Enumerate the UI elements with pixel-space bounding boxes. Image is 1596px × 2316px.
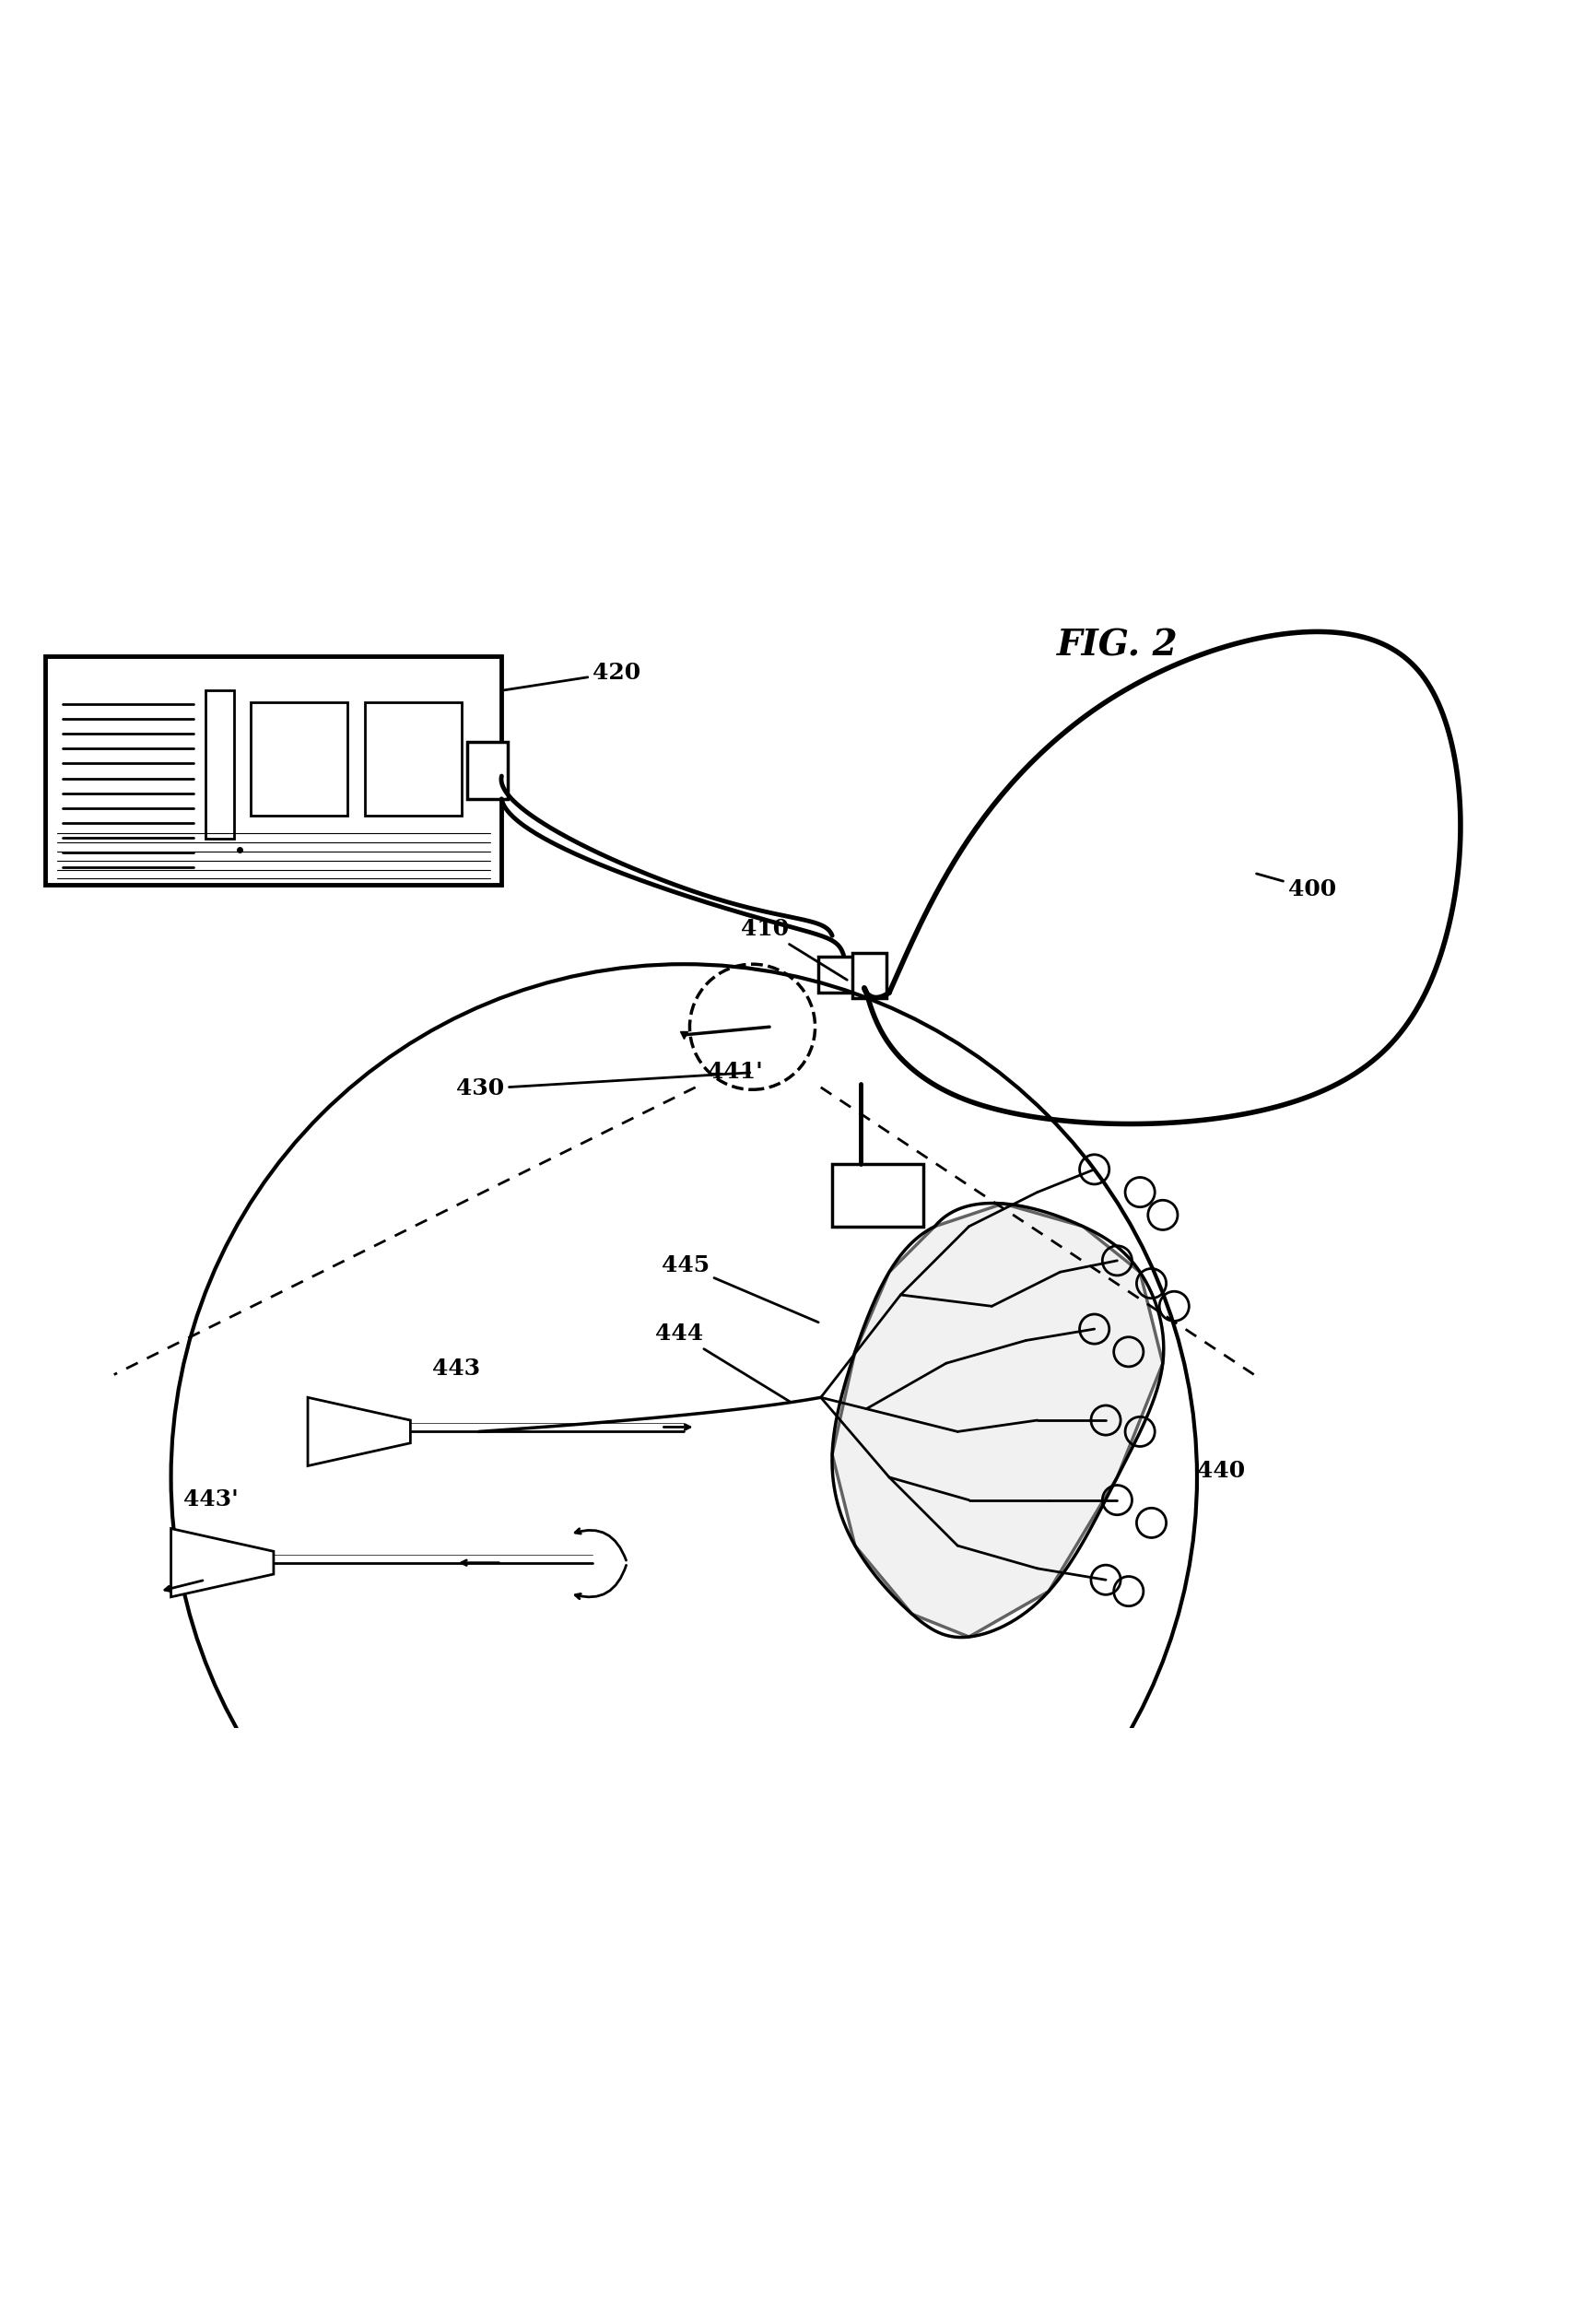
Text: 420: 420 bbox=[504, 662, 642, 690]
Text: 443: 443 bbox=[433, 1357, 480, 1380]
Bar bbox=[365, 702, 461, 815]
Bar bbox=[468, 741, 508, 799]
Bar bbox=[46, 655, 501, 885]
Polygon shape bbox=[308, 1397, 410, 1466]
Text: 430: 430 bbox=[456, 1072, 750, 1100]
Bar bbox=[251, 702, 348, 815]
Text: 445: 445 bbox=[661, 1255, 819, 1322]
Polygon shape bbox=[171, 1529, 273, 1598]
Text: 444: 444 bbox=[656, 1322, 790, 1401]
Text: 440: 440 bbox=[1197, 1459, 1245, 1482]
Polygon shape bbox=[832, 1204, 1163, 1637]
Text: 441': 441' bbox=[707, 1061, 763, 1084]
Bar bbox=[852, 952, 887, 998]
Text: FIG. 2: FIG. 2 bbox=[1057, 628, 1178, 662]
Bar bbox=[832, 1163, 924, 1227]
Bar bbox=[819, 957, 881, 994]
Text: 410: 410 bbox=[741, 917, 847, 980]
Text: 443': 443' bbox=[184, 1489, 238, 1510]
Bar bbox=[206, 690, 233, 838]
Text: 400: 400 bbox=[1256, 873, 1336, 901]
